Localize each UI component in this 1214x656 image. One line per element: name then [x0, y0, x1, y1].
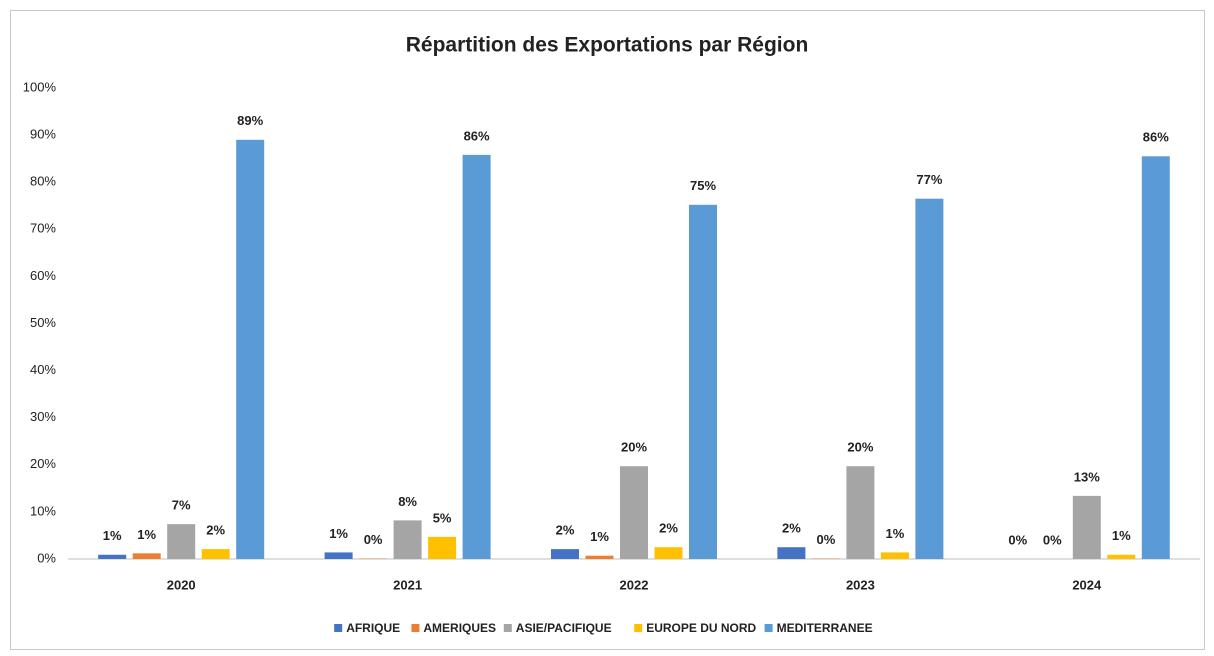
bar	[585, 555, 614, 559]
bar	[1141, 156, 1170, 560]
bar	[689, 204, 717, 560]
y-tick-label: 30%	[30, 409, 56, 424]
legend-swatch	[764, 624, 773, 632]
bar	[915, 198, 944, 559]
y-tick-label: 20%	[30, 456, 56, 471]
data-label: 0%	[817, 532, 836, 547]
bar	[428, 536, 457, 559]
bar	[393, 520, 422, 559]
y-tick-label: 60%	[30, 268, 56, 283]
data-label: 2%	[782, 521, 801, 536]
data-label: 89%	[237, 113, 263, 128]
bar	[132, 553, 161, 559]
bar	[167, 524, 196, 559]
y-tick-label: 80%	[30, 174, 56, 189]
data-label: 1%	[137, 527, 156, 542]
chart-title: Répartition des Exportations par Région	[406, 34, 809, 57]
data-label: 86%	[464, 128, 490, 143]
bar	[1072, 495, 1101, 559]
data-label: 1%	[329, 526, 348, 541]
data-label: 7%	[172, 498, 191, 513]
legend-swatch	[334, 624, 343, 632]
x-tick-label: 2024	[1072, 577, 1102, 592]
data-label: 20%	[847, 440, 873, 455]
legend-swatch	[634, 624, 643, 632]
data-label: 2%	[659, 521, 678, 536]
bar	[1107, 554, 1136, 559]
bar	[324, 552, 353, 559]
data-label: 1%	[1112, 528, 1131, 543]
legend-label: ASIE/PACIFIQUE	[516, 621, 612, 635]
y-tick-label: 100%	[23, 79, 57, 94]
bar	[620, 466, 648, 559]
bar	[654, 547, 683, 559]
bar	[462, 154, 491, 559]
data-label: 13%	[1074, 469, 1100, 484]
legend-label: MEDITERRANEE	[777, 621, 873, 635]
data-label: 1%	[886, 526, 905, 541]
legend-label: AMERIQUES	[423, 621, 496, 635]
data-label: 0%	[364, 532, 383, 547]
data-label: 1%	[103, 528, 122, 543]
x-tick-label: 2021	[393, 577, 422, 592]
legend-label: AFRIQUE	[346, 621, 400, 635]
y-tick-label: 70%	[30, 221, 56, 236]
bar	[846, 466, 875, 559]
bar	[777, 547, 806, 559]
y-tick-label: 90%	[30, 127, 56, 142]
legend-label: EUROPE DU NORD	[646, 621, 756, 635]
bar	[98, 554, 127, 559]
x-tick-label: 2023	[846, 577, 875, 592]
bar	[880, 552, 909, 559]
data-label: 5%	[433, 510, 452, 525]
legend-swatch	[503, 624, 512, 632]
data-label: 0%	[1043, 532, 1062, 547]
data-label: 2%	[556, 523, 575, 538]
data-label: 1%	[590, 529, 609, 544]
data-label: 0%	[1008, 532, 1027, 547]
legend-swatch	[411, 624, 420, 632]
x-tick-label: 2022	[620, 577, 649, 592]
y-tick-label: 50%	[30, 315, 56, 330]
data-label: 77%	[916, 172, 942, 187]
data-label: 2%	[206, 523, 225, 538]
bar	[551, 549, 579, 559]
bar	[236, 139, 265, 559]
chart-frame	[10, 10, 1205, 650]
bar	[201, 549, 230, 559]
data-label: 75%	[690, 178, 716, 193]
y-tick-label: 40%	[30, 362, 56, 377]
y-tick-label: 0%	[37, 550, 56, 565]
data-label: 86%	[1143, 130, 1169, 145]
data-label: 20%	[621, 440, 647, 455]
data-label: 8%	[398, 494, 417, 509]
x-tick-label: 2020	[167, 577, 196, 592]
y-tick-label: 10%	[30, 503, 56, 518]
